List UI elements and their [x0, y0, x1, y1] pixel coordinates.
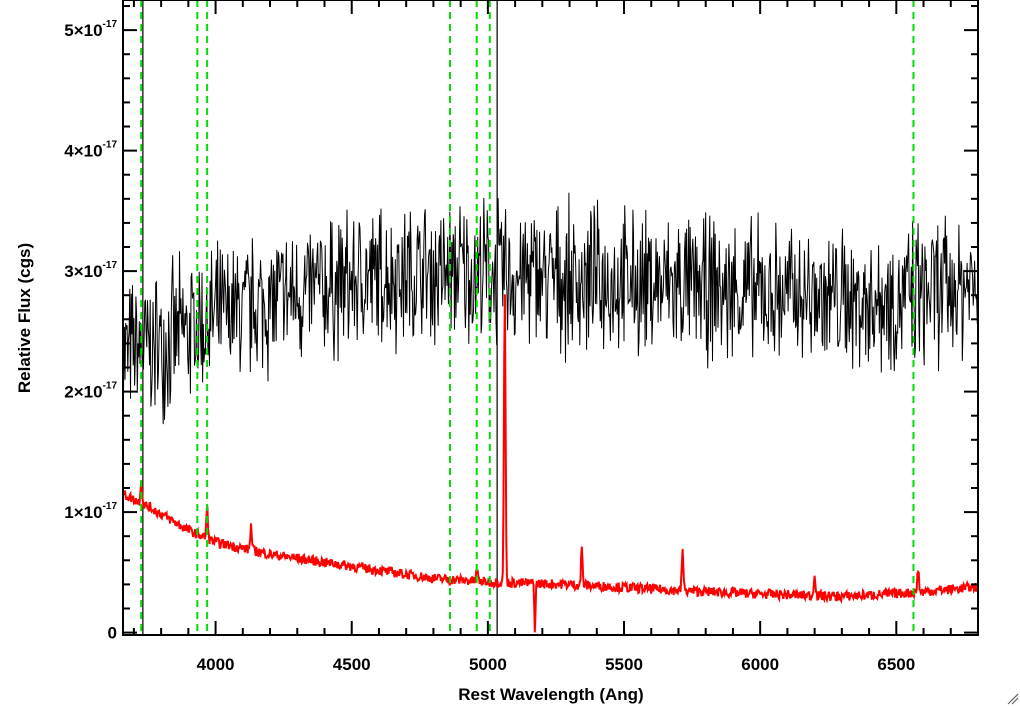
model-spectrum-line: [122, 294, 979, 633]
y-tick-label-5: 5×10-17: [64, 19, 117, 40]
y-tick-label-3: 3×10-17: [64, 260, 117, 281]
reference-lines: [140, 0, 915, 635]
plot-frame: [122, 0, 979, 636]
x-tick-label-3: 5500: [605, 655, 643, 674]
y-tick-label-2: 2×10-17: [64, 381, 117, 402]
tick-labels: 4000 4500 5000 5500 6000 6500 0 1×10-17 2×10-17 3…: [64, 19, 915, 674]
y-axis-title: Relative Flux (cgs): [15, 243, 34, 393]
axis-ticks: [123, 0, 979, 635]
y-tick-label-0: 0: [108, 624, 117, 643]
x-axis-title: Rest Wavelength (Ang): [458, 685, 643, 704]
x-tick-label-2: 5000: [469, 655, 507, 674]
y-tick-label-4: 4×10-17: [64, 140, 117, 161]
x-tick-label-5: 6500: [877, 655, 915, 674]
series-layer: [122, 0, 979, 635]
x-tick-label-1: 4500: [333, 655, 371, 674]
x-tick-label-4: 6000: [741, 655, 779, 674]
resize-grip-icon[interactable]: [1007, 693, 1019, 705]
y-tick-label-1: 1×10-17: [64, 501, 117, 522]
observed-spectrum-line: [122, 192, 979, 438]
x-tick-label-0: 4000: [197, 655, 235, 674]
